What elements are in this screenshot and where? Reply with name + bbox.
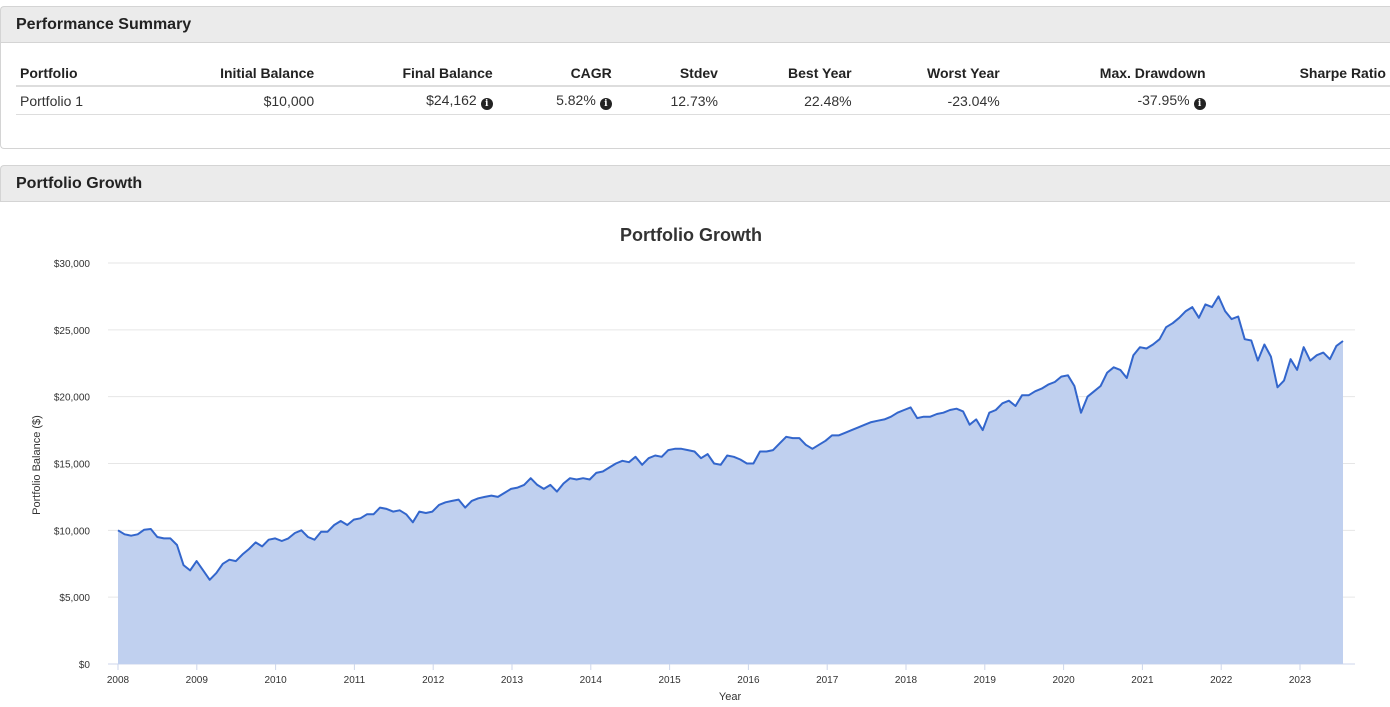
portfolio-balance-area — [118, 296, 1343, 664]
cell-stdev: 12.73% — [615, 86, 722, 115]
performance-summary-heading: Performance Summary — [0, 6, 1390, 43]
x-tick-label: 2021 — [1131, 675, 1154, 686]
column-header-max-drawdown[interactable]: Max. Drawdown — [1003, 60, 1210, 87]
performance-summary-panel — [0, 43, 1390, 149]
column-header-stdev[interactable]: Stdev — [615, 60, 722, 87]
table-row: Portfolio 1 $10,000 $24,162 i 5.82% i 12.7… — [16, 86, 1390, 115]
cell-final-balance: $24,162 i — [318, 86, 497, 115]
x-tick-label: 2014 — [580, 675, 603, 686]
x-axis-label: Year — [719, 691, 742, 703]
x-tick-label: 2017 — [816, 675, 839, 686]
y-tick-label: $10,000 — [54, 526, 91, 537]
final-balance-value: $24,162 — [426, 91, 477, 108]
x-tick-label: 2019 — [974, 675, 997, 686]
x-tick-label: 2011 — [344, 675, 366, 686]
column-header-final-balance[interactable]: Final Balance — [318, 60, 497, 87]
y-tick-label: $0 — [79, 660, 91, 671]
x-tick-label: 2012 — [422, 675, 445, 686]
chart-title: Portfolio Growth — [620, 225, 762, 245]
x-tick-label: 2018 — [895, 675, 918, 686]
y-axis-ticks: $0 $5,000 $10,000 $15,000 $20,000 $25,000 $30,… — [54, 259, 91, 671]
cell-worst-year: -23.04% — [855, 86, 1004, 115]
column-header-best-year[interactable]: Best Year — [721, 60, 856, 87]
column-header-cagr[interactable]: CAGR — [496, 60, 616, 87]
y-tick-label: $20,000 — [54, 393, 91, 404]
portfolio-growth-title: Portfolio Growth — [16, 175, 143, 192]
x-tick-label: 2009 — [186, 675, 209, 686]
info-circle-icon[interactable]: i — [599, 97, 612, 110]
x-tick-label: 2015 — [658, 675, 681, 686]
x-tick-label: 2022 — [1210, 675, 1233, 686]
x-tick-label: 2010 — [264, 675, 287, 686]
y-tick-label: $15,000 — [54, 460, 91, 471]
column-header-worst-year[interactable]: Worst Year — [855, 60, 1004, 87]
y-tick-label: $5,000 — [59, 593, 90, 604]
y-tick-label: $30,000 — [54, 259, 91, 270]
portfolio-balance-line[interactable] — [117, 295, 1344, 581]
performance-summary-title: Performance Summary — [16, 16, 192, 33]
x-tick-label: 2008 — [107, 675, 130, 686]
cell-portfolio: Portfolio 1 — [16, 86, 124, 115]
y-axis-label: Portfolio Balance ($) — [31, 415, 43, 515]
cell-initial-balance: $10,000 — [123, 86, 319, 115]
x-axis-ticks: 2008 2009 2010 2011 2012 2013 2014 2015 2016 2017… — [107, 664, 1312, 686]
info-circle-icon[interactable]: i — [1193, 97, 1206, 110]
x-tick-label: 2013 — [501, 675, 524, 686]
cell-max-drawdown: -37.95% i — [1003, 86, 1210, 115]
column-header-sharpe-ratio[interactable]: Sharpe Ratio — [1209, 60, 1390, 87]
cell-sharpe-ratio — [1209, 86, 1390, 115]
max-drawdown-value: -37.95% — [1137, 91, 1190, 108]
cell-best-year: 22.48% — [721, 86, 856, 115]
x-tick-label: 2023 — [1289, 675, 1312, 686]
y-tick-label: $25,000 — [54, 326, 91, 337]
performance-summary-table: Portfolio Initial Balance Final Balance … — [16, 60, 1390, 115]
x-tick-label: 2020 — [1052, 675, 1075, 686]
cell-cagr: 5.82% i — [496, 86, 616, 115]
cagr-value: 5.82% — [556, 91, 596, 108]
portfolio-growth-heading: Portfolio Growth — [0, 165, 1390, 202]
column-header-initial-balance[interactable]: Initial Balance — [123, 60, 319, 87]
portfolio-growth-chart[interactable]: Portfolio Growth $0$5,000$10,000$15,000$… — [0, 205, 1390, 707]
column-header-portfolio[interactable]: Portfolio — [16, 60, 124, 87]
table-header-row: Portfolio Initial Balance Final Balance … — [16, 60, 1390, 87]
x-tick-label: 2016 — [737, 675, 760, 686]
info-circle-icon[interactable]: i — [480, 97, 493, 110]
